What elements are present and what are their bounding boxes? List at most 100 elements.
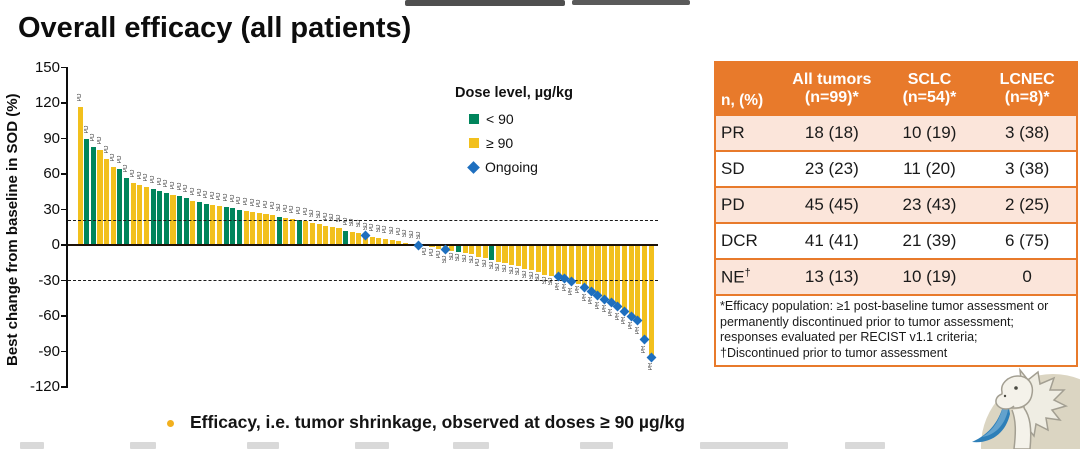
bar: [582, 245, 588, 288]
bar: [163, 192, 169, 245]
bar: [542, 245, 548, 275]
bar: [469, 245, 475, 255]
table-cell: 21 (39): [880, 222, 979, 259]
bar-response-label: PD: [249, 198, 256, 207]
bar-response-label: PD: [169, 182, 176, 190]
table-row: DCR 41 (41) 21 (39) 6 (75): [716, 222, 1076, 259]
bar-response-label: PD: [136, 171, 143, 179]
bar-response-label: PD: [223, 194, 230, 202]
bar-response-label: PD: [269, 202, 276, 210]
bar-response-label: PD: [150, 176, 157, 184]
bar-response-label: PD: [342, 217, 349, 226]
bar-response-label: PR: [555, 282, 562, 291]
zero-baseline: [68, 243, 658, 247]
bar: [641, 245, 647, 340]
bar: [157, 190, 163, 245]
bar-response-label: SD: [455, 254, 462, 262]
table-column-header: All tumors (n=99)*: [783, 63, 881, 115]
legend-item-label: ≥ 90: [486, 135, 514, 151]
bar: [250, 211, 256, 245]
bar: [349, 231, 355, 245]
table-cell: 3 (38): [978, 114, 1076, 151]
table-cell: 23 (23): [783, 150, 881, 187]
bar-response-label: PD: [209, 191, 216, 200]
bar-response-label: PD: [262, 201, 269, 209]
bottom-crop-artifact: [845, 442, 885, 449]
bar-response-label: PD: [302, 208, 309, 216]
bar: [243, 210, 249, 245]
row-label: SD: [716, 150, 783, 187]
bar: [104, 158, 110, 245]
chart-legend: Dose level, µg/kg < 90 ≥ 90 Ongoing: [455, 85, 573, 179]
bar: [575, 245, 581, 285]
bar: [236, 209, 242, 245]
legend-item: Ongoing: [455, 155, 573, 179]
bar: [608, 245, 614, 303]
bar-response-label: PD: [156, 177, 163, 185]
table-cell: 2 (25): [978, 186, 1076, 223]
bar-response-label: PR: [601, 305, 608, 313]
y-tick-label: 90: [43, 129, 60, 147]
bar-response-label: PR: [594, 301, 601, 310]
bar: [130, 183, 136, 245]
bar-response-label: SD: [442, 255, 449, 264]
bar-response-label: PR: [621, 317, 628, 325]
bar-response-label: SD: [495, 263, 502, 271]
bar-response-label: PD: [428, 249, 435, 257]
row-label: NE†: [716, 258, 783, 294]
bar: [462, 245, 468, 254]
bar: [216, 205, 223, 245]
bottom-crop-artifact: [355, 442, 389, 449]
bottom-crop-artifact: [247, 442, 279, 449]
bar-response-label: PR: [614, 312, 621, 320]
bar-response-label: SD: [482, 260, 489, 268]
table-row: NE† 13 (13) 10 (19) 0: [716, 258, 1076, 294]
legend-title: Dose level, µg/kg: [455, 85, 573, 101]
bar: [482, 245, 488, 259]
bar-response-label: PD: [90, 133, 97, 142]
bar-response-label: SD: [448, 252, 455, 261]
bar-response-label: PD: [216, 192, 223, 201]
bar: [143, 187, 149, 245]
bar: [170, 195, 176, 245]
y-axis: [66, 67, 68, 387]
bar-response-label: PD: [77, 93, 83, 101]
y-tick-label: 120: [34, 94, 60, 111]
y-tick: [61, 386, 68, 388]
bar-response-label: PD: [196, 189, 203, 197]
dose-swatch-icon: [469, 138, 479, 148]
bar: [509, 245, 515, 266]
bar-response-label: PD: [130, 170, 137, 178]
y-tick: [61, 102, 68, 104]
bar-response-label: PD: [143, 174, 150, 182]
bar: [203, 203, 209, 245]
bar-response-label: SD: [402, 229, 409, 237]
bar-response-label: PD: [289, 205, 296, 214]
bar: [150, 189, 156, 245]
bar: [515, 245, 521, 267]
bottom-crop-artifact: [130, 442, 156, 449]
bar: [602, 245, 608, 300]
bar: [376, 237, 382, 245]
bar-response-label: SD: [276, 203, 283, 211]
table-cell: 10 (19): [880, 258, 979, 294]
table-column-header: SCLC (n=54)*: [880, 63, 979, 115]
bar: [522, 245, 528, 269]
bar: [270, 215, 276, 245]
bar-response-label: SD: [409, 230, 415, 239]
legend-item-label: < 90: [486, 111, 514, 127]
bar-response-label: PD: [163, 179, 170, 188]
bar: [489, 245, 495, 261]
bar: [449, 245, 455, 251]
table-cell: 3 (38): [978, 150, 1076, 187]
bar: [84, 138, 90, 245]
table-cell: 18 (18): [783, 114, 881, 151]
bar: [309, 222, 315, 245]
bar-response-label: SD: [362, 222, 369, 230]
bar: [628, 245, 634, 316]
bottom-crop-artifact: [453, 442, 489, 449]
bottom-crop-artifact: [20, 442, 44, 449]
bar: [562, 245, 568, 279]
bar-response-label: PD: [123, 164, 130, 172]
